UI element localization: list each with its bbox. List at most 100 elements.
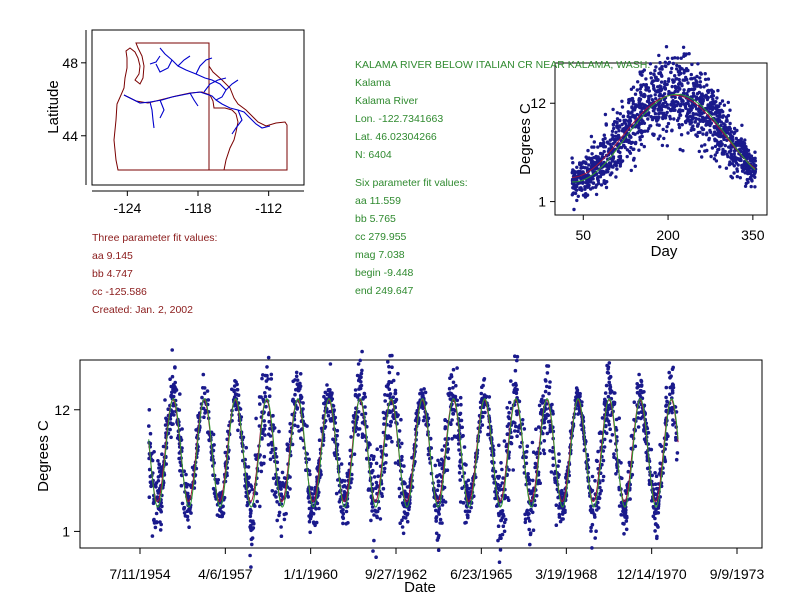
seasonal-point — [684, 52, 688, 56]
seasonal-point — [695, 80, 699, 84]
timeseries-point — [545, 431, 550, 436]
seasonal-point — [673, 89, 677, 94]
seasonal-point — [603, 112, 608, 117]
seasonal-point — [628, 135, 632, 139]
timeseries-point — [168, 377, 172, 382]
timeseries-point — [466, 478, 471, 483]
timeseries-point — [352, 452, 357, 457]
seasonal-point — [594, 192, 599, 197]
wa-or-border — [123, 91, 233, 111]
timeseries-x-tick-label: 9/9/1973 — [710, 566, 765, 582]
seasonal-point — [729, 148, 733, 153]
timeseries-point — [187, 525, 191, 529]
timeseries-point — [440, 503, 445, 507]
timeseries-point — [190, 465, 195, 470]
seasonal-point — [635, 88, 639, 92]
seasonal-point — [711, 94, 716, 98]
timeseries-point — [341, 484, 346, 489]
timeseries-point — [606, 394, 611, 399]
timeseries-point — [593, 536, 597, 540]
timeseries-point — [449, 422, 453, 427]
timeseries-point — [505, 406, 510, 410]
timeseries-point — [603, 391, 608, 395]
timeseries-point — [258, 504, 262, 509]
timeseries-point — [515, 434, 519, 439]
timeseries-point — [270, 447, 275, 452]
timeseries-point — [594, 458, 599, 463]
seasonal-point — [693, 120, 697, 124]
timeseries-point — [651, 504, 656, 509]
timeseries-point — [170, 348, 174, 352]
timeseries-point — [387, 393, 392, 398]
timeseries-point — [453, 394, 458, 399]
timeseries-point — [342, 490, 347, 494]
seasonal-point — [611, 107, 615, 112]
seasonal-point — [740, 123, 744, 128]
seasonal-point — [642, 144, 646, 149]
timeseries-ylabel: Degrees C — [35, 420, 52, 492]
seasonal-point — [649, 76, 653, 80]
timeseries-point — [279, 534, 284, 538]
tributary — [195, 57, 213, 75]
timeseries-point — [348, 448, 353, 453]
timeseries-point — [621, 521, 625, 526]
seasonal-point — [583, 160, 587, 165]
timeseries-point — [248, 553, 252, 558]
seasonal-point — [604, 122, 608, 126]
timeseries-point — [163, 423, 168, 427]
timeseries-point — [450, 408, 455, 412]
six-param-value: aa 11.559 — [355, 195, 401, 207]
timeseries-point — [505, 424, 510, 429]
timeseries-point — [264, 404, 268, 409]
seasonal-point — [641, 83, 646, 87]
seasonal-point — [581, 181, 585, 185]
timeseries-point — [675, 451, 680, 455]
timeseries-point — [245, 503, 249, 508]
timeseries-point — [491, 474, 495, 479]
seasonal-point — [638, 104, 642, 109]
timeseries-point — [620, 476, 624, 481]
timeseries-point — [311, 511, 316, 516]
seasonal-point — [598, 175, 603, 179]
timeseries-point — [554, 523, 559, 527]
timeseries-point — [546, 364, 551, 368]
timeseries-point — [608, 413, 613, 418]
timeseries-point — [307, 469, 312, 473]
seasonal-point — [751, 160, 755, 164]
timeseries-point — [297, 384, 302, 389]
seasonal-ylabel: Degrees C — [517, 103, 534, 175]
timeseries-point — [147, 495, 152, 500]
three-param-value: aa 9.145 — [92, 250, 133, 262]
seasonal-point — [640, 73, 644, 77]
timeseries-point — [656, 506, 661, 510]
timeseries-point — [612, 455, 616, 460]
timeseries-point — [534, 427, 538, 432]
seasonal-point — [639, 91, 643, 95]
seasonal-point — [667, 77, 671, 81]
timeseries-point — [647, 481, 652, 486]
timeseries-point — [244, 494, 248, 499]
timeseries-point — [257, 424, 262, 428]
timeseries-point — [593, 479, 597, 483]
seasonal-y-tick-label: 1 — [538, 194, 546, 210]
timeseries-point — [663, 459, 668, 464]
seasonal-point — [698, 99, 702, 103]
seasonal-point — [670, 56, 675, 60]
timeseries-point — [338, 497, 343, 502]
seasonal-point — [627, 122, 632, 126]
timeseries-point — [357, 374, 362, 378]
timeseries-point — [464, 480, 468, 485]
seasonal-point — [652, 109, 656, 113]
timeseries-point — [437, 512, 441, 516]
seasonal-point — [650, 98, 654, 102]
timeseries-point — [607, 361, 612, 365]
seasonal-point — [716, 119, 721, 124]
timeseries-point — [507, 416, 512, 421]
seasonal-point — [709, 88, 714, 92]
timeseries-point — [285, 443, 290, 447]
timeseries-point — [262, 454, 267, 459]
seasonal-point — [706, 77, 711, 81]
timeseries-point — [286, 495, 291, 499]
seasonal-point — [585, 179, 589, 183]
timeseries-point — [180, 501, 185, 506]
